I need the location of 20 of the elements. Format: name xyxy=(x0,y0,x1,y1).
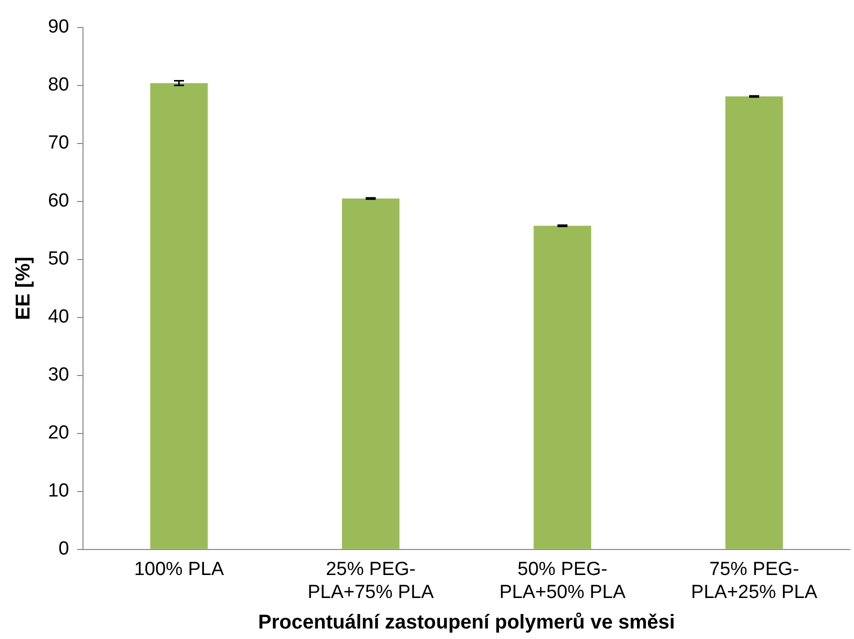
y-tick-label: 60 xyxy=(48,190,70,212)
x-axis-title: Procentuální zastoupení polymerů ve směsi xyxy=(258,612,675,634)
x-tick-label: 100% PLA xyxy=(134,559,224,580)
y-tick-label: 20 xyxy=(48,422,70,444)
x-tick-label: 25% PEG-PLA+75% PLA xyxy=(308,559,434,603)
x-tick-label: 50% PEG-PLA+50% PLA xyxy=(499,559,626,603)
y-tick-label: 80 xyxy=(48,74,70,96)
y-tick-label: 50 xyxy=(48,248,70,270)
y-tick-label: 90 xyxy=(48,16,70,38)
bar xyxy=(150,83,208,549)
bar xyxy=(725,96,783,549)
y-tick-label: 30 xyxy=(48,364,70,386)
y-tick-label: 0 xyxy=(58,538,70,560)
y-tick-label: 70 xyxy=(48,132,70,154)
bar xyxy=(534,226,592,549)
y-tick-label: 40 xyxy=(48,306,70,328)
y-axis-title: EE [%] xyxy=(12,256,35,320)
x-tick-label: 75% PEG-PLA+25% PLA xyxy=(691,559,818,603)
y-tick-label: 10 xyxy=(48,480,70,502)
bar xyxy=(342,198,400,549)
